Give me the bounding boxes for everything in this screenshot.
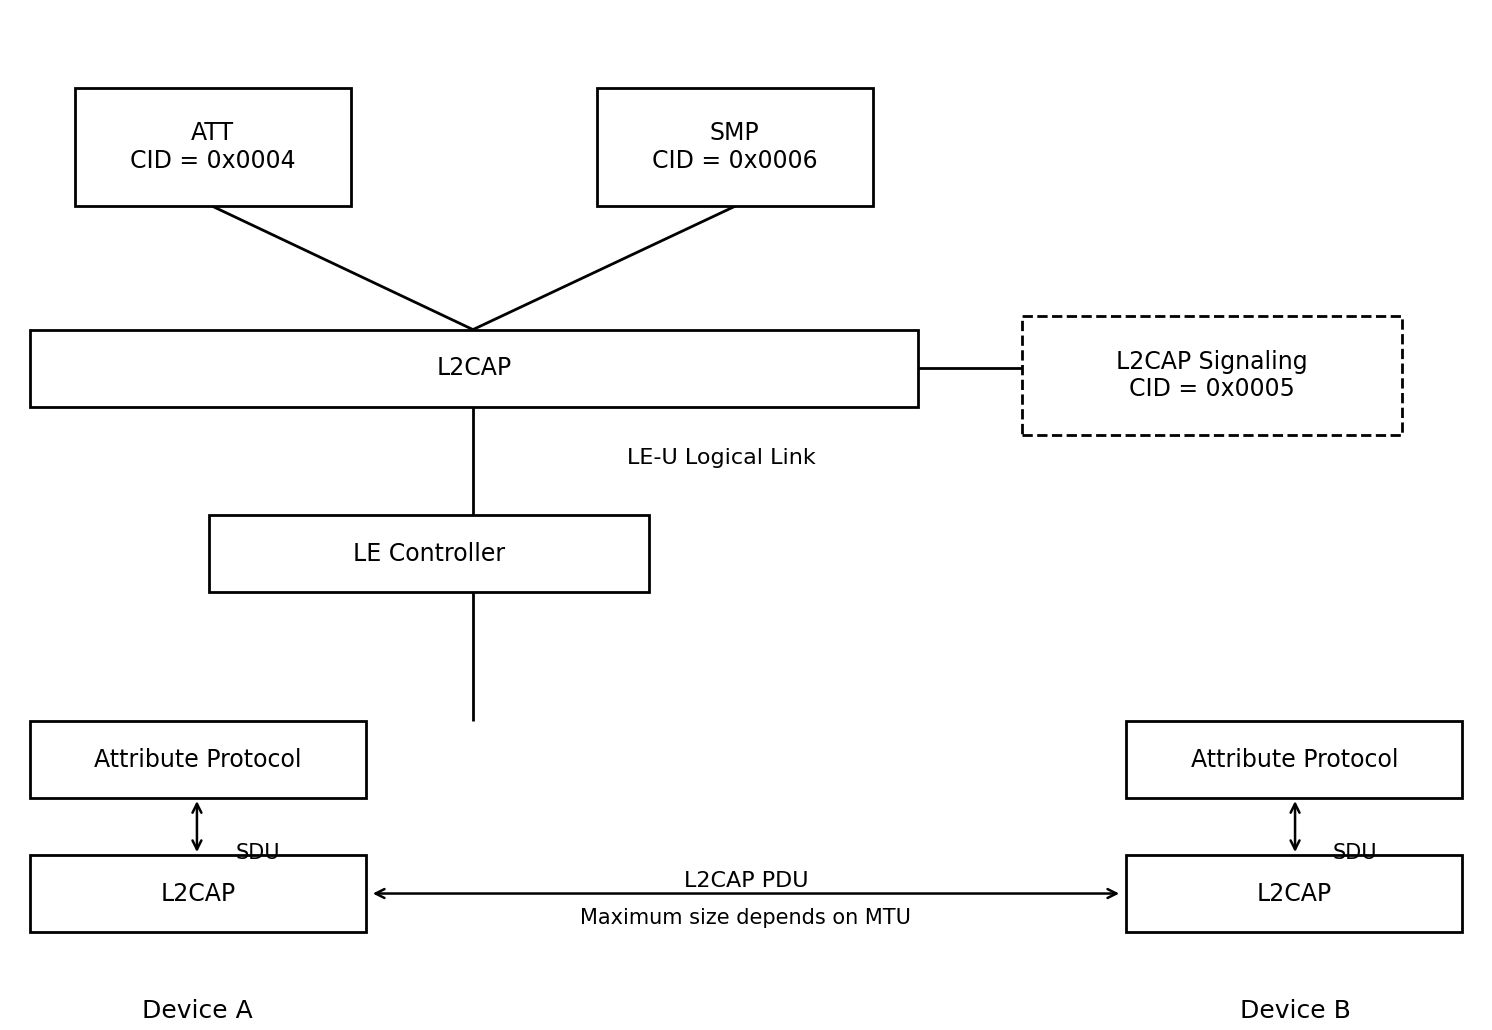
Text: Maximum size depends on MTU: Maximum size depends on MTU [580,908,912,928]
Text: L2CAP Signaling
CID = 0x0005: L2CAP Signaling CID = 0x0005 [1116,349,1308,402]
Text: Attribute Protocol: Attribute Protocol [94,748,301,771]
Text: SMP
CID = 0x0006: SMP CID = 0x0006 [652,121,818,173]
FancyBboxPatch shape [75,88,351,206]
FancyBboxPatch shape [1126,855,1462,932]
Text: LE Controller: LE Controller [354,542,504,565]
Text: L2CAP: L2CAP [436,356,512,380]
Text: ATT
CID = 0x0004: ATT CID = 0x0004 [130,121,295,173]
FancyBboxPatch shape [30,330,918,407]
FancyBboxPatch shape [30,855,366,932]
Text: L2CAP: L2CAP [160,882,236,905]
Text: Device B: Device B [1240,999,1350,1023]
Text: SDU: SDU [236,843,280,863]
FancyBboxPatch shape [1022,316,1402,435]
FancyBboxPatch shape [1126,721,1462,798]
Text: LE-U Logical Link: LE-U Logical Link [627,448,816,469]
FancyBboxPatch shape [597,88,873,206]
Text: L2CAP: L2CAP [1256,882,1332,905]
Text: Attribute Protocol: Attribute Protocol [1191,748,1398,771]
Text: L2CAP PDU: L2CAP PDU [683,871,809,891]
Text: SDU: SDU [1332,843,1377,863]
FancyBboxPatch shape [30,721,366,798]
Text: Device A: Device A [142,999,252,1023]
FancyBboxPatch shape [209,515,649,592]
